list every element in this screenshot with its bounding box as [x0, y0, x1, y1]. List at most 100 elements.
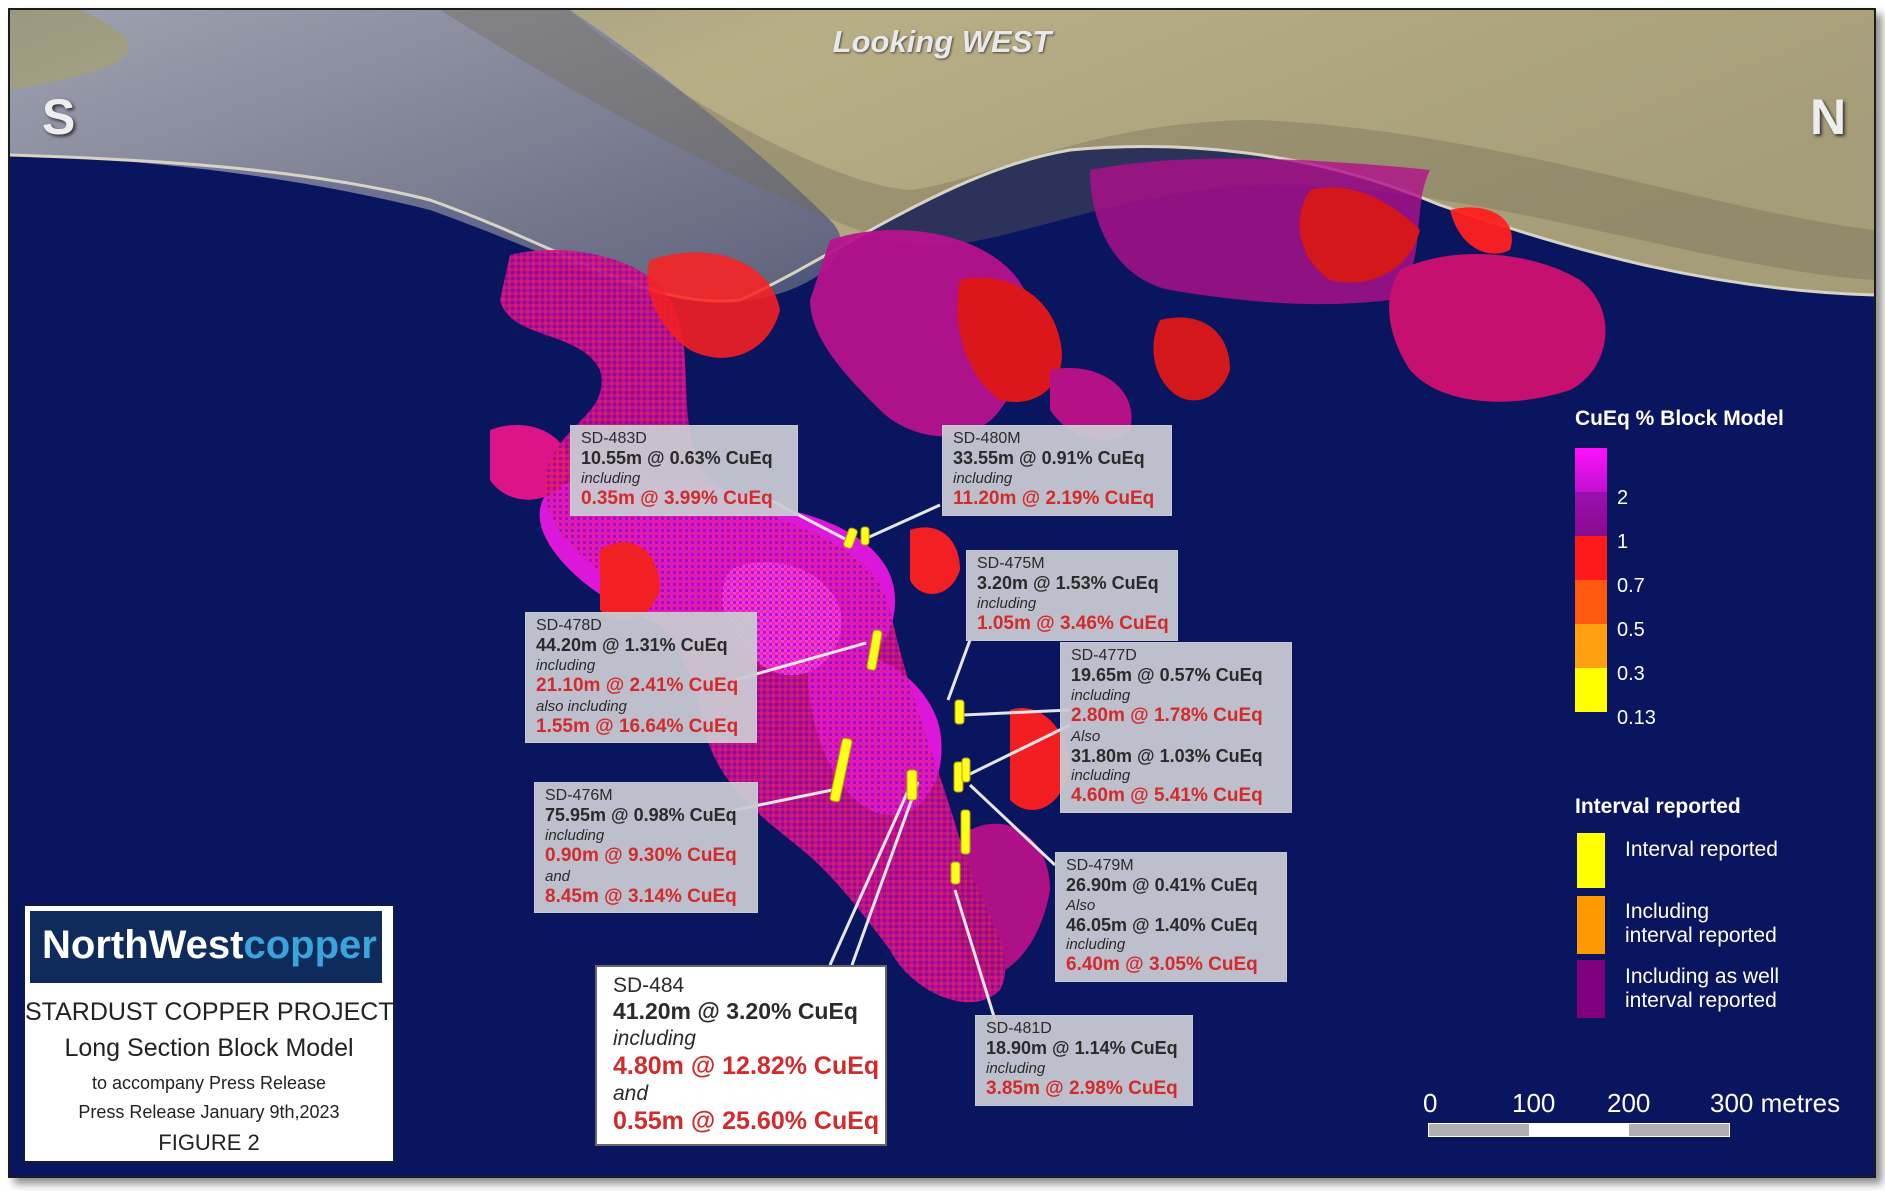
- legend-value: 0.7: [1617, 575, 1645, 597]
- interval-main: 46.05m @ 1.40% CuEq: [1066, 914, 1258, 935]
- interval-legend-label: Including: [1625, 900, 1710, 923]
- interval-main: 33.55m @ 0.91% CuEq: [953, 448, 1145, 469]
- north-label: N: [1810, 89, 1847, 145]
- interval-main: 19.65m @ 0.57% CuEq: [1071, 665, 1263, 686]
- drillhole-id: SD-479M: [1066, 857, 1134, 874]
- interval-swatch: [1577, 896, 1605, 954]
- callout-sd-479m: SD-479M 26.90m @ 0.41% CuEq Also 46.05m …: [1055, 852, 1287, 983]
- interval-connector: including: [1071, 686, 1131, 704]
- interval-connector: including: [545, 826, 605, 844]
- interval-connector: including: [613, 1026, 696, 1050]
- title-block: NorthWestcopper STARDUST COPPER PROJECT …: [22, 903, 396, 1164]
- topography-grey-band: [10, 10, 841, 302]
- scale-label: 200: [1607, 1088, 1651, 1118]
- ramp-swatch: [1575, 492, 1607, 536]
- company-logo: NorthWestcopper: [30, 911, 382, 983]
- interval-legend-label: Interval reported: [1625, 838, 1778, 861]
- interval-highlight: 21.10m @ 2.41% CuEq: [536, 674, 739, 696]
- interval-swatch: [1577, 833, 1605, 888]
- ramp-swatch: [1575, 448, 1607, 492]
- interval-legend-label: Including as well: [1625, 965, 1780, 988]
- interval-highlight: 11.20m @ 2.19% CuEq: [953, 487, 1155, 509]
- drillhole-id: SD-481D: [986, 1020, 1052, 1037]
- interval-connector: including: [581, 469, 641, 487]
- drillhole-id: SD-480M: [953, 430, 1021, 447]
- figure-subtitle: Long Section Block Model: [64, 1034, 354, 1062]
- view-direction-title: Looking WEST: [832, 24, 1052, 59]
- interval-main: 31.80m @ 1.03% CuEq: [1071, 745, 1263, 766]
- callout-sd-475m: SD-475M 3.20m @ 1.53% CuEq including 1.0…: [966, 550, 1178, 641]
- interval-highlight: 0.35m @ 3.99% CuEq: [581, 487, 773, 509]
- interval-legend-label: interval reported: [1625, 989, 1777, 1012]
- interval-connector: including: [1071, 767, 1131, 785]
- interval-main: 75.95m @ 0.98% CuEq: [545, 805, 737, 826]
- ramp-swatch: [1575, 580, 1607, 624]
- project-name: STARDUST COPPER PROJECT: [25, 998, 394, 1026]
- interval-main: 41.20m @ 3.20% CuEq: [613, 998, 858, 1025]
- interval-connector: Also: [1071, 727, 1101, 745]
- figure-number: FIGURE 2: [158, 1130, 260, 1155]
- press-release-note: to accompany Press Release: [91, 1073, 327, 1093]
- figure-frame: Looking WEST S N SD-483D 10.55m @ 0.63% …: [8, 8, 1876, 1178]
- interval-main: 44.20m @ 1.31% CuEq: [536, 635, 728, 656]
- interval-main: 10.55m @ 0.63% CuEq: [581, 448, 773, 469]
- interval-swatch: [1577, 960, 1605, 1018]
- legend-value: 1: [1617, 531, 1629, 553]
- callout-sd-484: SD-484 41.20m @ 3.20% CuEq including 4.8…: [595, 965, 887, 1147]
- interval-connector: including: [1066, 936, 1126, 954]
- interval-connector: including: [536, 656, 596, 674]
- interval-legend-title: Interval reported: [1575, 795, 1741, 818]
- drillhole-id: SD-478D: [536, 617, 602, 634]
- interval-connector: including: [977, 594, 1037, 612]
- topography-outline: [10, 145, 1874, 303]
- drill-intervals: [829, 526, 971, 885]
- callout-sd-481d: SD-481D 18.90m @ 1.14% CuEq including 3.…: [975, 1015, 1193, 1106]
- interval-highlight: 4.60m @ 5.41% CuEq: [1071, 785, 1263, 807]
- callout-sd-476m: SD-476M 75.95m @ 0.98% CuEq including 0.…: [534, 782, 758, 914]
- drillhole-id: SD-477D: [1071, 647, 1137, 664]
- logo-text-part1: NorthWest: [42, 923, 244, 967]
- scale-segment: [1429, 1124, 1529, 1136]
- interval-highlight: 0.90m @ 9.30% CuEq: [545, 844, 737, 866]
- scale-label: 100: [1512, 1088, 1556, 1118]
- ramp-swatch: [1575, 668, 1607, 712]
- callout-sd-483d: SD-483D 10.55m @ 0.63% CuEq including 0.…: [570, 425, 798, 516]
- block-model-legend-title: CuEq % Block Model: [1575, 407, 1784, 430]
- topography-ridge: [440, 10, 1874, 280]
- ramp-swatch: [1575, 536, 1607, 580]
- interval-highlight: 1.05m @ 3.46% CuEq: [977, 612, 1169, 634]
- drillhole-id: SD-476M: [545, 787, 613, 804]
- scale-bar: [1428, 1123, 1730, 1137]
- ramp-swatch: [1575, 624, 1607, 668]
- callout-sd-480m: SD-480M 33.55m @ 0.91% CuEq including 11…: [942, 425, 1172, 516]
- legend-value: 0.3: [1617, 663, 1645, 685]
- interval-connector: also including: [536, 697, 627, 715]
- legend-value: 0.5: [1617, 619, 1645, 641]
- scale-segment: [1529, 1124, 1629, 1136]
- interval-main: 3.20m @ 1.53% CuEq: [977, 573, 1159, 594]
- interval-connector: Also: [1066, 896, 1096, 914]
- scale-segment: [1629, 1124, 1729, 1136]
- interval-main: 26.90m @ 0.41% CuEq: [1066, 875, 1258, 896]
- interval-highlight: 2.80m @ 1.78% CuEq: [1071, 704, 1263, 726]
- interval-legend-label: interval reported: [1625, 924, 1777, 947]
- interval-highlight: 1.55m @ 16.64% CuEq: [536, 715, 739, 737]
- drillhole-id: SD-484: [613, 974, 685, 997]
- drillhole-id: SD-475M: [977, 555, 1045, 572]
- interval-highlight: 4.80m @ 12.82% CuEq: [613, 1051, 880, 1080]
- block-model-color-ramp: [1575, 448, 1607, 712]
- interval-highlight: 0.55m @ 25.60% CuEq: [613, 1107, 880, 1136]
- legend-value: 2: [1617, 487, 1629, 509]
- callout-sd-478d: SD-478D 44.20m @ 1.31% CuEq including 21…: [525, 612, 757, 744]
- legend-value: 0.13: [1617, 707, 1656, 729]
- interval-connector: and: [545, 867, 571, 885]
- callout-leaders: [734, 498, 1071, 1021]
- interval-connector: and: [613, 1081, 649, 1105]
- logo-text-part2: copper: [243, 923, 377, 967]
- interval-connector: including: [953, 469, 1013, 487]
- scale-label: 300 metres: [1710, 1088, 1841, 1118]
- interval-connector: including: [986, 1059, 1046, 1077]
- south-label: S: [42, 89, 76, 145]
- interval-highlight: 6.40m @ 3.05% CuEq: [1066, 954, 1258, 976]
- interval-highlight: 3.85m @ 2.98% CuEq: [986, 1077, 1178, 1099]
